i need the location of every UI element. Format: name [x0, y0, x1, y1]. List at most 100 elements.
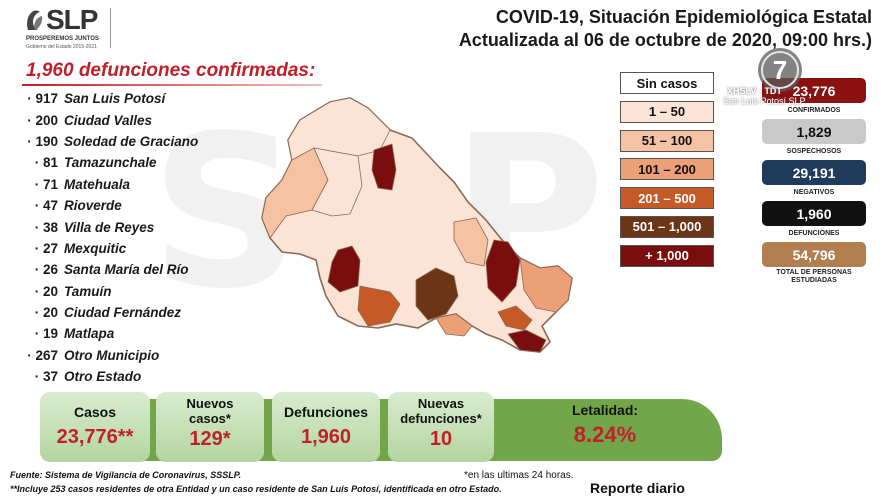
region-matlapa	[497, 305, 533, 331]
region-matehuala	[371, 143, 397, 191]
nuevos-casos-card: Nuevos casos* 129*	[156, 392, 264, 462]
death-count: 26	[8, 262, 64, 277]
municipality-name: Santa María del Río	[64, 262, 189, 278]
defunciones-card: Defunciones 1,960	[272, 392, 380, 462]
region-south	[435, 313, 473, 337]
nuevas-defunciones-card: Nuevas defunciones* 10	[388, 392, 494, 462]
casos-card: Casos 23,776**	[40, 392, 150, 462]
region-east-center	[453, 217, 489, 267]
logo-divider	[110, 8, 111, 48]
death-count: 47	[8, 198, 64, 213]
defunciones-label: DEFUNCIONES	[788, 230, 840, 237]
stats-panel: 23,776 CONFIRMADOS 1,829 SOSPECHOSOS 29,…	[762, 78, 866, 287]
channel-7-logo-icon: 7	[758, 48, 802, 92]
municipality-name: Otro Estado	[64, 369, 142, 385]
municipality-name: Ciudad Fernández	[64, 305, 182, 321]
defunciones-card-label: Defunciones	[283, 404, 368, 420]
death-count: 267	[8, 348, 64, 363]
logo-subtitle: Gobierno del Estado 2015-2021	[26, 44, 97, 50]
municipality-name: Mexquitic	[64, 240, 127, 256]
casos-label: Casos	[73, 404, 117, 420]
death-count: 200	[8, 113, 64, 128]
death-count: 38	[8, 220, 64, 235]
legend-item: 201 – 500	[620, 187, 714, 210]
slp-logo: SLP PROSPEREMOS JUNTOS Gobierno del Esta…	[24, 4, 114, 52]
logo-wordmark: SLP	[46, 4, 98, 35]
region-north	[287, 97, 391, 161]
region-tamazunchale	[507, 329, 547, 353]
letalidad-card: Letalidad: 8.24%	[520, 392, 690, 462]
footer-last-24h: *en las ultimas 24 horas.	[464, 470, 574, 481]
legend-item: 51 – 100	[620, 129, 714, 152]
death-count: 71	[8, 177, 64, 192]
legend-item: + 1,000	[620, 244, 714, 267]
casos-value: 23,776**	[56, 426, 134, 448]
region-soledad	[327, 245, 361, 293]
total-label: TOTAL DE PERSONAS ESTUDIADAS	[776, 269, 852, 284]
footer-source: Fuente: Sistema de Vigilancia de Coronav…	[10, 470, 242, 480]
map-legend: Sin casos 1 – 50 51 – 100 101 – 200 201 …	[620, 72, 714, 274]
region-huasteca	[519, 257, 573, 313]
title-line-2: Actualizada al 06 de octubre de 2020, 09…	[458, 30, 872, 50]
negativos-value: 29,191	[762, 160, 866, 185]
death-count: 37	[8, 369, 64, 384]
municipality-name: Tamuín	[64, 283, 112, 299]
municipality-name: Matlapa	[64, 326, 115, 342]
death-count: 19	[8, 326, 64, 341]
nuevos-casos-label: Nuevos casos*	[186, 396, 234, 426]
region-ciudad-valles	[485, 239, 521, 303]
death-count: 20	[8, 305, 64, 320]
legend-item: Sin casos	[620, 72, 714, 94]
municipality-name: Soledad de Graciano	[64, 133, 199, 149]
death-count: 190	[8, 134, 64, 149]
municipality-name: Villa de Reyes	[64, 219, 155, 235]
report-title: COVID-19, Situación Epidemiológica Estat…	[459, 6, 872, 52]
footer-note: **Incluye 253 casos residentes de otra E…	[10, 484, 502, 494]
state-choropleth-map	[261, 97, 573, 353]
death-count: 81	[8, 155, 64, 170]
heading-underline	[22, 84, 322, 86]
tv-location: San Luis Potosí SLP	[723, 96, 806, 106]
municipality-name: San Luis Potosí	[64, 91, 166, 107]
nuevas-defunciones-label: Nuevas defunciones*	[400, 396, 482, 426]
legend-item: 101 – 200	[620, 158, 714, 181]
death-count: 917	[8, 91, 64, 106]
municipality-name: Ciudad Valles	[64, 112, 153, 128]
region-villa-de-reyes	[357, 285, 401, 327]
municipality-name: Otro Municipio	[64, 347, 160, 363]
municipality-name: Matehuala	[64, 176, 131, 192]
channel-number: 7	[773, 55, 787, 85]
region-center-north	[311, 147, 363, 217]
municipality-name: Rioverde	[64, 198, 122, 214]
death-count: 20	[8, 284, 64, 299]
title-line-1: COVID-19, Situación Epidemiológica Estat…	[495, 7, 872, 27]
defunciones-value: 1,960	[762, 201, 866, 226]
nuevos-casos-value: 129*	[189, 428, 231, 450]
sospechosos-label: SOSPECHOSOS	[786, 148, 842, 155]
death-count: 27	[8, 241, 64, 256]
negativos-label: NEGATIVOS	[793, 189, 835, 196]
report-label: Reporte diario	[590, 480, 685, 496]
logo-tagline: PROSPEREMOS JUNTOS	[26, 36, 99, 42]
region-rioverde	[415, 267, 459, 321]
slp-emblem-icon	[27, 10, 43, 30]
defunciones-card-value: 1,960	[300, 426, 352, 448]
tv-callsign: XHSLV - TDT	[727, 86, 782, 96]
summary-band	[40, 399, 722, 461]
deaths-heading: 1,960 defunciones confirmadas:	[26, 60, 316, 81]
letalidad-label: Letalidad:	[571, 402, 639, 418]
confirmados-label: CONFIRMADOS	[787, 107, 841, 114]
